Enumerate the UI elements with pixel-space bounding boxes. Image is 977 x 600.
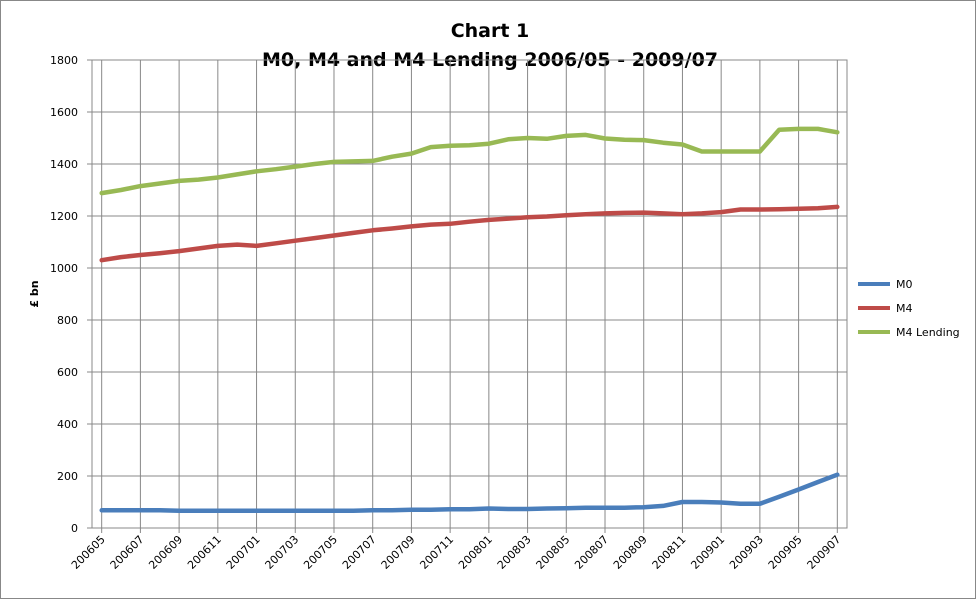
chart-title: Chart 1 (451, 20, 530, 42)
y-tick-label: 1600 (50, 106, 78, 119)
y-tick-label: 0 (71, 522, 78, 535)
y-tick-label: 1400 (50, 158, 78, 171)
series-line (99, 204, 840, 263)
legend-label: M0 (896, 278, 913, 291)
legend-label: M4 (896, 302, 913, 315)
y-tick-label: 800 (57, 314, 78, 327)
y-tick-label: 600 (57, 366, 78, 379)
series-line (99, 126, 840, 196)
y-axis-label: £ bn (28, 280, 41, 307)
y-tick-label: 400 (57, 418, 78, 431)
legend-label: M4 Lending (896, 326, 960, 339)
y-tick-label: 1800 (50, 54, 78, 67)
y-tick-label: 1000 (50, 262, 78, 275)
y-tick-label: 200 (57, 470, 78, 483)
series-line (99, 472, 840, 514)
y-tick-label: 1200 (50, 210, 78, 223)
